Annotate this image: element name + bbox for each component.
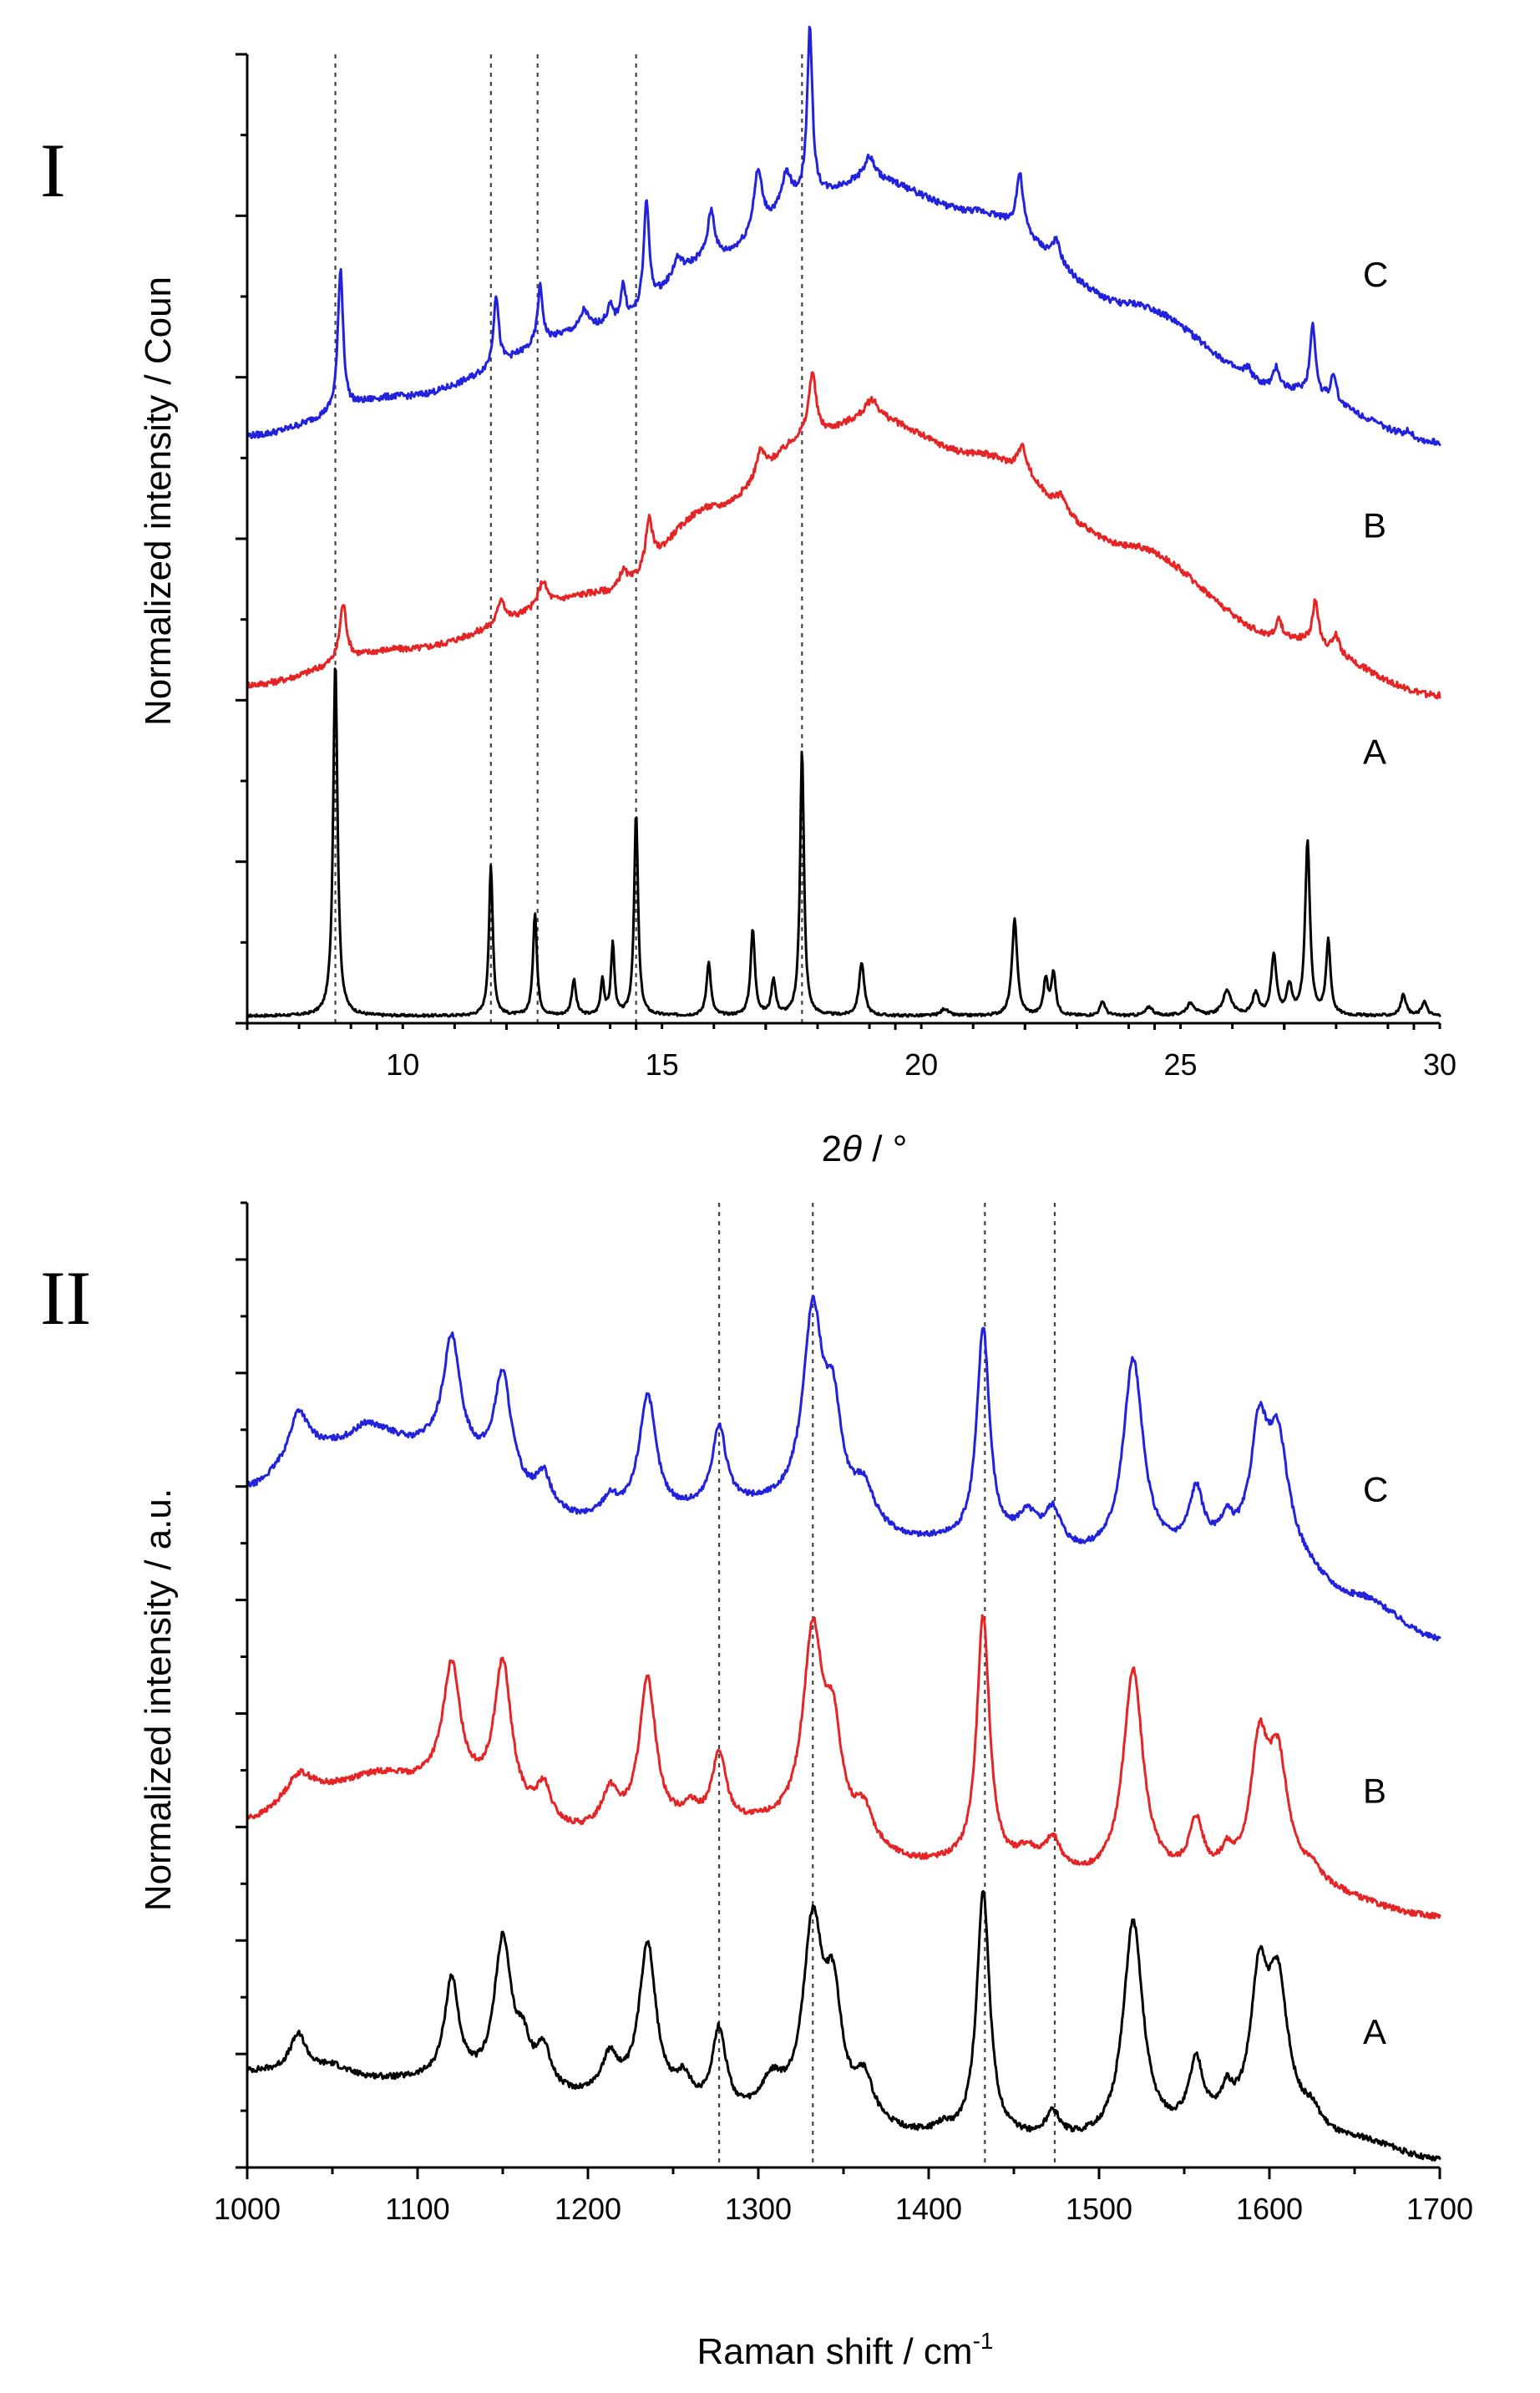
panel-1-x-tick-label: 25 [1164, 1047, 1198, 1082]
panel-2-x-tick-label: 1200 [555, 2192, 621, 2226]
panel-1-trace-c [246, 25, 1441, 446]
panel-2-x-tick-label: 1000 [214, 2192, 281, 2226]
panel-2-x-tick-label: 1500 [1066, 2192, 1132, 2226]
panel-1-x-tick-label: 30 [1423, 1047, 1456, 1082]
panel-ii-y-axis-title: Normalized intensity / a.u. [138, 1488, 179, 1911]
panel-1-x-tick-label: 10 [386, 1047, 419, 1082]
panel-1-series-label-b: B [1363, 506, 1386, 545]
panel-2-x-tick-label: 1700 [1406, 2192, 1473, 2226]
panel-2-series-label-c: C [1363, 1470, 1388, 1509]
panel-2-trace-a [246, 1889, 1441, 2162]
panel-1-x-tick-label: 20 [904, 1047, 938, 1082]
panel-2-trace-b [246, 1614, 1441, 1919]
panel-i-x-axis-title: 2θ / ° [822, 1128, 908, 1169]
panel-ii-x-axis-title: Raman shift / cm-1 [697, 2328, 994, 2372]
panel-2-series-label-a: A [1363, 2012, 1386, 2051]
panel-xrd: I Normalized intensity / Coun 2θ / ° 10 1… [40, 25, 1456, 1169]
panel-2-trace-c [246, 1295, 1441, 1642]
panel-raman: II Normalized intensity / a.u. Raman shi… [40, 1201, 1473, 2372]
panel-2-x-tick-label: 1600 [1236, 2192, 1303, 2226]
panel-2-x-tick-label: 1300 [725, 2192, 792, 2226]
panel-i-y-axis-title: Normalized intensity / Coun [138, 276, 179, 726]
panel-2-x-tick-label: 1100 [385, 2192, 449, 2226]
panel-2-x-tick-label: 1400 [895, 2192, 962, 2226]
panel-2-series-label-b: B [1363, 1772, 1386, 1811]
panel-1-series-label-c: C [1363, 255, 1388, 294]
panel-1-series-label-a: A [1363, 733, 1386, 772]
panel-1-trace-b [246, 371, 1441, 700]
panel-1-x-tick-label: 15 [646, 1047, 679, 1082]
panel-label-i: I [40, 128, 66, 213]
panel-label-ii: II [40, 1255, 91, 1341]
panel-1-trace-a [246, 667, 1441, 1018]
